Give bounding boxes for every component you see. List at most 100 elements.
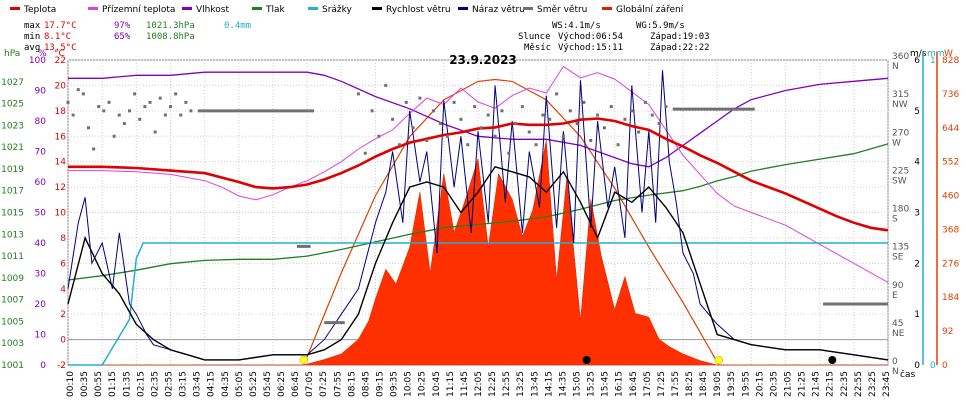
humidity-tick: 50 <box>35 209 47 219</box>
stat-humidity: 97% <box>114 21 131 31</box>
direction-label: E <box>892 291 898 301</box>
wind-direction-point <box>179 113 183 117</box>
humidity-tick: 60 <box>35 178 47 188</box>
direction-tick: 360 <box>892 52 909 62</box>
humidity-tick: 10 <box>35 331 47 341</box>
wind-direction-point <box>102 109 106 113</box>
direction-tick: 270 <box>892 128 909 138</box>
wind-speed-info: WS:4.1m/s <box>552 21 601 31</box>
temperature-tick: 16 <box>55 132 67 142</box>
wind-tick: 4 <box>914 158 920 168</box>
wind-direction-point <box>493 134 497 138</box>
wind-direction-point <box>520 105 524 109</box>
time-tick: 09:15 <box>376 371 386 397</box>
wind-direction-point <box>184 100 188 104</box>
time-tick: 10:05 <box>404 371 414 397</box>
sun-marker <box>714 355 724 365</box>
legend-swatch <box>88 7 98 10</box>
pressure-tick: 1027 <box>1 78 24 88</box>
time-tick: 12:55 <box>502 371 512 397</box>
time-tick: 15:05 <box>572 371 582 397</box>
legend-swatch <box>372 7 382 10</box>
wind-direction-point <box>81 92 85 96</box>
wind-direction-point <box>133 92 137 96</box>
legend-label: Náraz větru <box>472 5 525 15</box>
stat-temperature: 8.1°C <box>44 32 71 42</box>
time-tick: 02:35 <box>150 371 160 397</box>
time-tick: 05:05 <box>235 371 245 397</box>
moon-label: Měsíc <box>524 43 551 53</box>
time-tick: 00:55 <box>94 371 104 397</box>
temperature-tick: 18 <box>55 107 67 117</box>
wind-direction-point <box>452 100 456 104</box>
time-tick: 16:45 <box>629 371 639 397</box>
temperature-tick: 4 <box>60 285 66 295</box>
legend-label: Rychlost větru <box>386 5 451 15</box>
wind-direction-point <box>616 143 620 147</box>
wind-direction-point <box>555 92 559 96</box>
direction-tick: 45 <box>892 319 903 329</box>
direction-label: NE <box>892 329 905 339</box>
direction-tick: 0 <box>892 357 898 367</box>
wind-direction-point <box>97 105 101 109</box>
stat-precipitation: 0.4mm <box>224 21 251 31</box>
legend-label: Přízemní teplota <box>102 5 175 15</box>
time-tick: 22:55 <box>854 371 864 397</box>
wind-unit: m/s <box>910 49 927 59</box>
time-tick: 21:05 <box>784 371 794 397</box>
wind-direction-point <box>568 109 572 113</box>
wind-direction-point <box>582 100 586 104</box>
wind-direction-point <box>534 143 538 147</box>
rain-tick: 0 <box>930 361 936 371</box>
wind-direction-point <box>189 109 193 113</box>
moonset-info: Západ:22:22 <box>650 43 710 53</box>
radiation-tick: 276 <box>942 259 959 269</box>
direction-tick: 180 <box>892 205 909 215</box>
legend-label: Srážky <box>322 5 353 15</box>
legend-label: Tlak <box>265 5 286 15</box>
temperature-unit: °C <box>54 49 65 59</box>
direction-label: S <box>892 215 898 225</box>
time-tick: 10:45 <box>432 371 442 397</box>
wind-direction-point <box>148 100 152 104</box>
sun-label: Slunce <box>518 32 551 42</box>
pressure-tick: 1021 <box>1 143 24 153</box>
legend: Teplota Přízemní teplota Vlhkost Tlak Srážky… <box>10 5 684 15</box>
time-tick: 08:15 <box>347 371 357 397</box>
wind-direction-point <box>561 134 565 138</box>
stat-humidity: 65% <box>114 32 131 42</box>
time-tick: 15:45 <box>601 371 611 397</box>
pressure-tick: 1019 <box>1 165 24 175</box>
wind-direction-point <box>169 105 172 109</box>
series-ground-temperature <box>68 65 889 283</box>
time-tick: 10:25 <box>418 371 428 397</box>
wind-direction-point <box>92 147 96 151</box>
radiation-tick: 368 <box>942 225 959 235</box>
series-layer <box>66 65 889 366</box>
time-tick: 00:35 <box>80 371 90 397</box>
series-clear-sky-radiation <box>303 78 720 366</box>
wind-direction-point <box>128 109 131 113</box>
pressure-tick: 1011 <box>1 252 24 262</box>
pressure-tick: 1003 <box>1 339 24 349</box>
wind-direction-point <box>158 96 162 100</box>
axes-layer: 1001100310051007100910111013101510171019… <box>1 49 959 397</box>
legend-swatch <box>182 7 192 10</box>
legend-label: Směr větru <box>537 5 587 15</box>
humidity-tick: 20 <box>35 300 47 310</box>
humidity-tick: 70 <box>35 148 47 158</box>
radiation-tick: 184 <box>942 293 959 303</box>
time-tick: 07:25 <box>319 371 329 397</box>
legend-swatch <box>458 7 468 10</box>
wind-direction-point <box>643 100 647 104</box>
wind-direction-point <box>71 113 75 117</box>
wind-direction-point <box>438 122 442 126</box>
radiation-tick: 644 <box>942 124 959 134</box>
wind-tick: 1 <box>914 310 920 320</box>
wind-tick: 6 <box>914 56 920 66</box>
legend-swatch <box>252 7 262 10</box>
time-tick: 17:05 <box>643 371 653 397</box>
wind-direction-point <box>174 92 178 96</box>
wind-direction-point <box>363 151 367 155</box>
